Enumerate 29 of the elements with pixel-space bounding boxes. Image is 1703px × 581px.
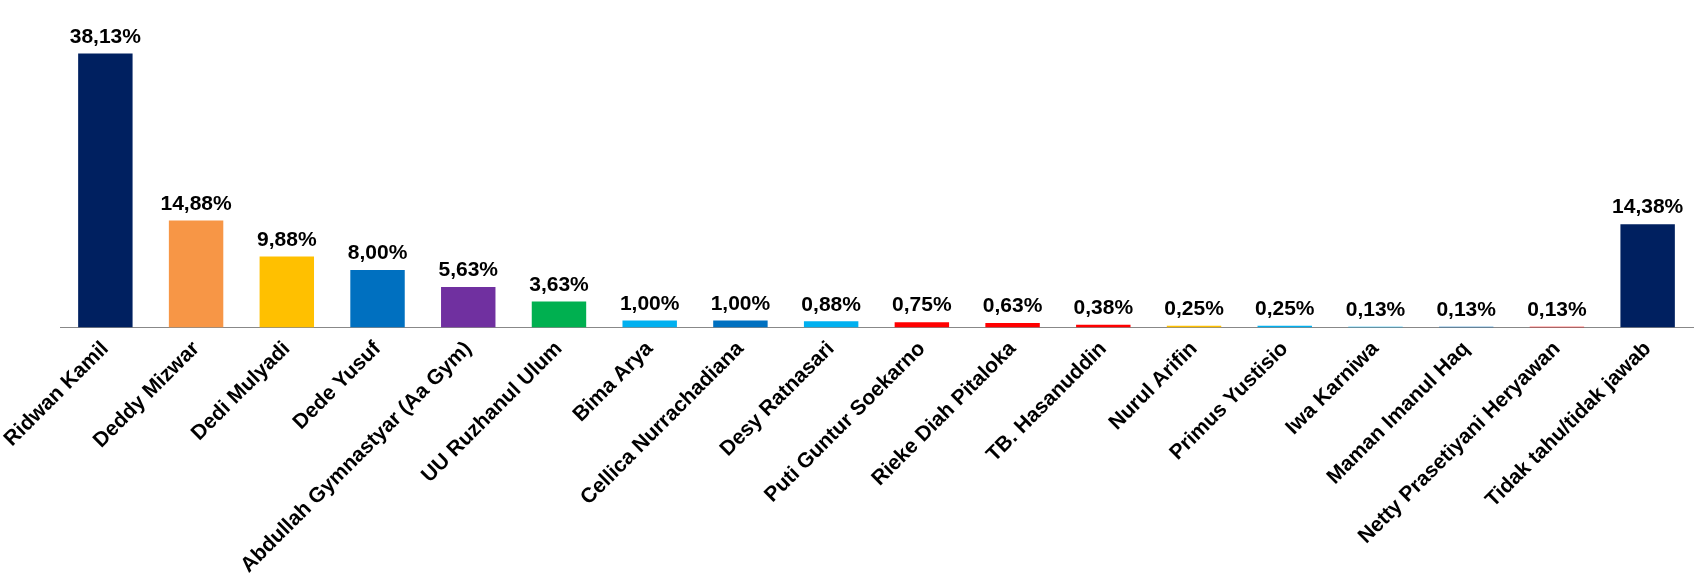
data-label: 0,25% [1254,296,1315,320]
bar [259,256,315,328]
data-label: 0,63% [982,293,1043,317]
bar [622,320,677,328]
bar [894,322,950,328]
data-label: 0,38% [1073,295,1134,319]
data-label: 1,00% [619,290,680,314]
bar [168,220,224,328]
data-label: 14,88% [160,190,233,214]
data-label: 0,13% [1527,296,1588,320]
bar [713,320,768,328]
bar [531,301,587,328]
data-label: 0,25% [1164,296,1225,320]
data-label: 0,75% [892,292,952,316]
bar [1620,224,1675,328]
data-label: 5,63% [438,257,499,281]
bar [803,321,859,328]
data-label: 38,13% [69,23,142,47]
bar [350,270,405,328]
data-label: 0,13% [1345,296,1406,320]
data-label: 0,88% [801,291,862,315]
data-label: 14,38% [1612,194,1684,218]
data-label: 3,63% [529,271,590,295]
data-label: 8,00% [347,240,408,264]
data-label: 1,00% [710,290,771,314]
data-label: 9,88% [257,226,317,250]
bar [78,53,133,328]
bar [441,287,496,328]
data-label: 0,13% [1436,296,1497,320]
